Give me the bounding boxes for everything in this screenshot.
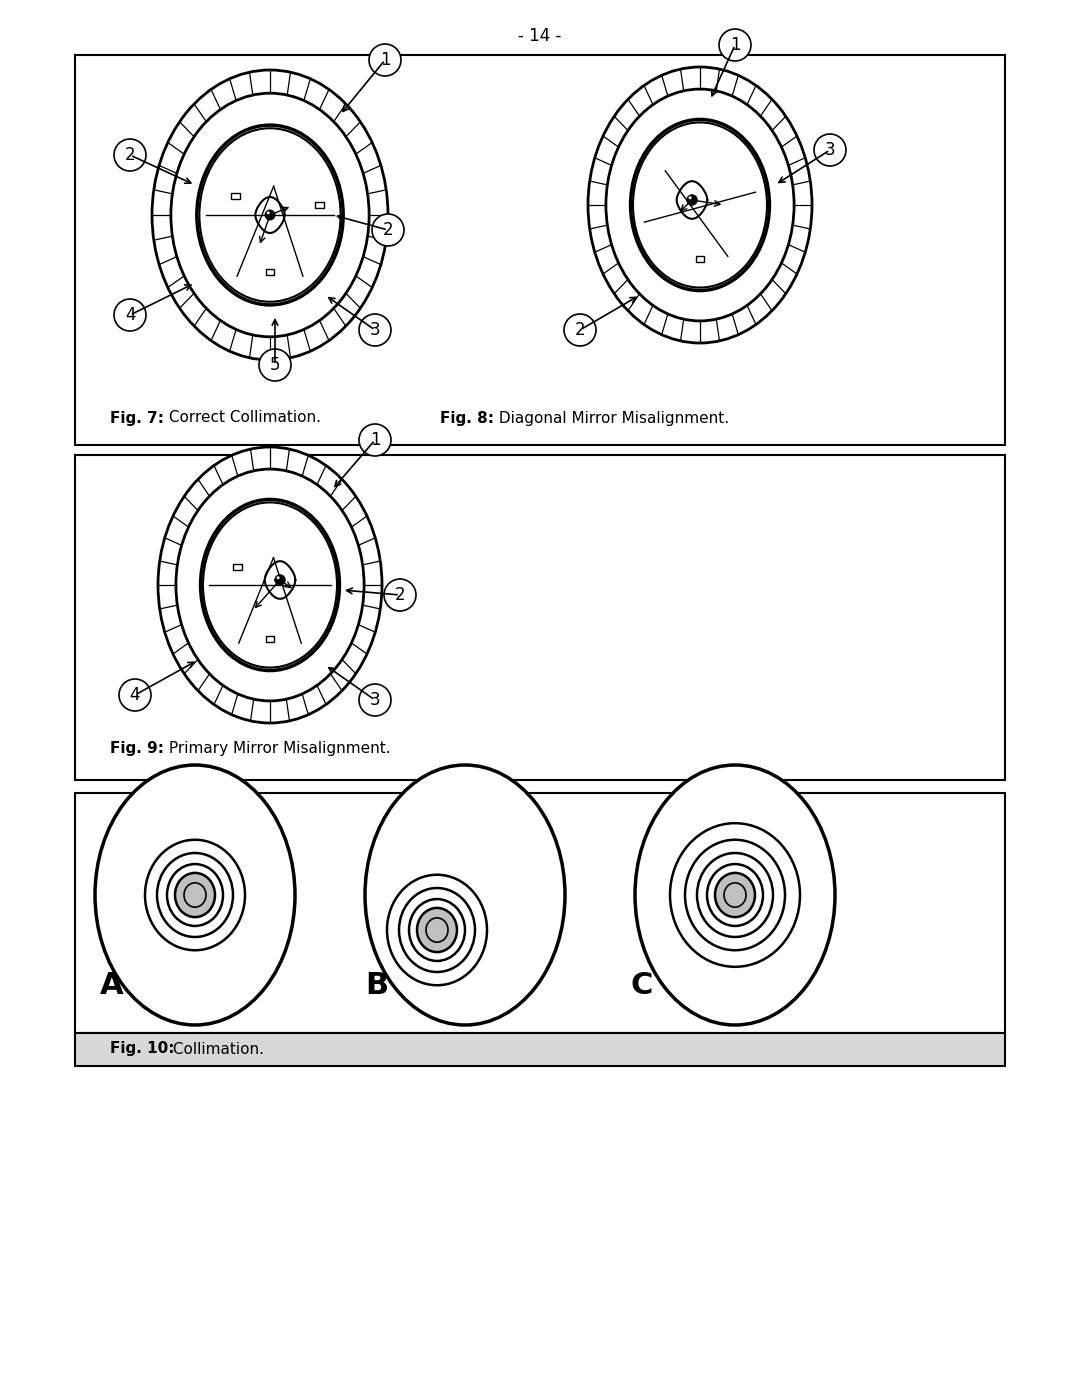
Circle shape [276,576,280,580]
Polygon shape [270,126,343,305]
Bar [696,256,704,263]
Ellipse shape [184,883,206,907]
Ellipse shape [197,126,343,305]
Circle shape [114,299,146,331]
Ellipse shape [152,70,388,360]
Text: 4: 4 [125,306,135,324]
Bar [315,201,324,208]
Text: 5: 5 [270,356,280,374]
Text: Fig. 7:: Fig. 7: [110,411,164,426]
Ellipse shape [175,873,215,916]
Text: 3: 3 [825,141,835,159]
Text: Diagonal Mirror Misalignment.: Diagonal Mirror Misalignment. [494,411,729,426]
Ellipse shape [715,873,755,916]
Circle shape [359,314,391,346]
Circle shape [814,134,846,166]
Ellipse shape [588,67,812,344]
Text: 1: 1 [380,52,390,68]
Text: B: B [365,971,388,999]
Polygon shape [700,119,769,291]
Text: Fig. 8:: Fig. 8: [440,411,494,426]
Circle shape [274,574,285,585]
Text: 3: 3 [369,692,380,710]
Ellipse shape [631,119,769,291]
Circle shape [114,138,146,170]
Circle shape [719,29,751,61]
Circle shape [359,685,391,717]
Circle shape [265,210,275,221]
Ellipse shape [635,766,835,1025]
Ellipse shape [171,94,369,337]
Bar [75,1032,1005,1066]
Circle shape [119,679,151,711]
Ellipse shape [95,766,295,1025]
Text: 4: 4 [130,686,140,704]
Circle shape [359,425,391,455]
Bar [266,270,274,275]
Circle shape [687,194,698,205]
Circle shape [369,43,401,75]
Ellipse shape [365,766,565,1025]
Bar [266,637,274,643]
Bar [233,563,242,570]
Ellipse shape [201,500,339,671]
Bar [231,193,240,198]
Text: 1: 1 [730,36,740,54]
Text: Collimation.: Collimation. [168,1042,264,1056]
Ellipse shape [426,918,448,942]
Text: Fig. 9:: Fig. 9: [110,740,164,756]
Text: 2: 2 [382,221,393,239]
Ellipse shape [176,469,364,701]
Ellipse shape [417,908,457,953]
Circle shape [689,196,691,200]
Text: 2: 2 [124,147,135,163]
Text: A: A [100,971,123,999]
Text: 2: 2 [575,321,585,339]
Circle shape [384,578,416,610]
Ellipse shape [606,89,794,321]
Text: 2: 2 [394,585,405,604]
Circle shape [267,211,270,214]
Text: Fig. 10:: Fig. 10: [110,1042,175,1056]
Text: 3: 3 [369,321,380,339]
Bar [75,54,1005,446]
Polygon shape [270,500,339,671]
Bar [75,455,1005,780]
Circle shape [372,214,404,246]
Bar [75,793,1005,1032]
Text: Primary Mirror Misalignment.: Primary Mirror Misalignment. [164,740,391,756]
Text: Correct Collimation.: Correct Collimation. [164,411,321,426]
Ellipse shape [158,447,382,724]
Text: - 14 -: - 14 - [518,27,562,45]
Ellipse shape [724,883,746,907]
Circle shape [259,349,291,381]
Circle shape [564,314,596,346]
Text: C: C [630,971,652,999]
Text: 1: 1 [369,432,380,448]
